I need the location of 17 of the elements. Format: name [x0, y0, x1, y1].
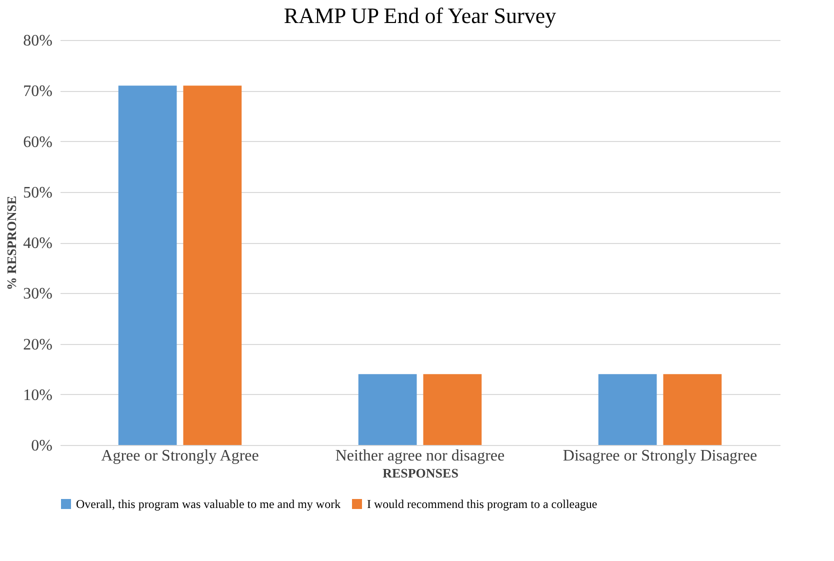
- chart-title: RAMP UP End of Year Survey: [284, 3, 556, 28]
- legend-label: I would recommend this program to a colleague: [367, 497, 598, 511]
- x-tick-label: Disagree or Strongly Disagree: [562, 448, 758, 464]
- y-tick-label: 0%: [31, 438, 52, 454]
- y-tick-label: 20%: [23, 336, 52, 354]
- x-tick-label: Neither agree nor disagree: [335, 448, 505, 464]
- y-axis-title: % RESPRONSE: [4, 196, 20, 290]
- y-tick-label: 50%: [23, 184, 52, 202]
- x-axis-title: RESPONSES: [382, 466, 458, 480]
- y-tick-label: 70%: [23, 83, 52, 100]
- x-tick-label: Agree or Strongly Agree: [101, 448, 259, 464]
- y-tick-label: 60%: [23, 134, 52, 151]
- y-tick-label: 40%: [23, 235, 52, 252]
- y-tick-label: 80%: [23, 32, 52, 50]
- y-tick-label: 10%: [23, 386, 52, 404]
- legend-label: Overall, this program was valuable to me and my work: [76, 497, 341, 511]
- y-tick-label: 30%: [23, 286, 52, 303]
